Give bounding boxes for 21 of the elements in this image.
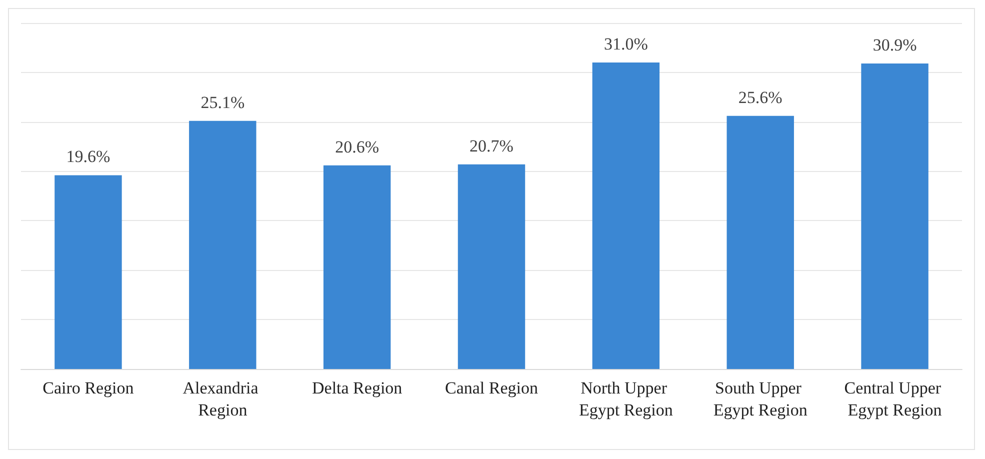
- bar: [189, 120, 256, 369]
- data-label: 25.1%: [200, 92, 245, 112]
- data-label: 20.6%: [335, 137, 380, 156]
- x-tick-label: Cairo Region: [42, 378, 134, 398]
- bar: [323, 165, 391, 369]
- data-label: 25.6%: [738, 88, 782, 107]
- data-label: 20.7%: [470, 136, 514, 156]
- bar: [54, 175, 122, 369]
- bar: [458, 164, 526, 369]
- bar: [592, 62, 660, 369]
- x-tick-label: Central Upper Egypt Region: [844, 378, 946, 420]
- bar: [726, 116, 794, 369]
- x-tick-label: Canal Region: [444, 378, 538, 398]
- x-tick-label: North Upper Egypt Region: [578, 378, 674, 420]
- x-tick-label: South Upper Egypt Region: [713, 378, 808, 420]
- bar: [861, 64, 928, 369]
- data-label: 31.0%: [604, 34, 648, 54]
- data-label: 19.6%: [66, 147, 110, 166]
- x-tick-label: Alexandria Region: [182, 378, 263, 420]
- data-label: 30.9%: [872, 36, 917, 55]
- x-tick-label: Delta Region: [312, 378, 403, 398]
